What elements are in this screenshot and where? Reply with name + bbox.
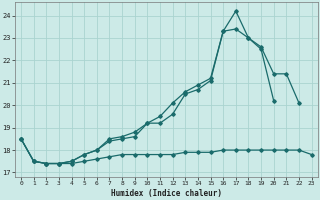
- X-axis label: Humidex (Indice chaleur): Humidex (Indice chaleur): [111, 189, 222, 198]
